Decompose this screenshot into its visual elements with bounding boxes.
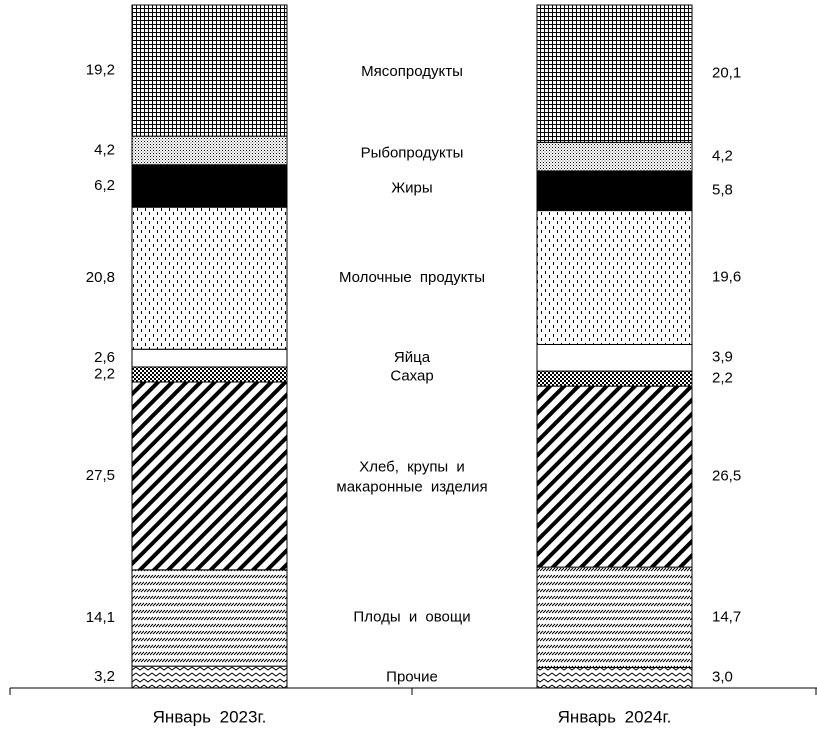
bar-segment [536,4,693,143]
value-label: 19,6 [712,268,741,285]
value-label: 14,1 [86,609,115,626]
series-label: Мясопродукты [361,63,463,80]
series-label: Прочие [386,668,438,685]
value-label: 3,0 [712,669,733,686]
bar-segment [131,366,288,383]
series-label: Рыбопродукты [361,145,464,162]
bar-segment [536,566,693,669]
value-label: 2,2 [712,370,733,387]
value-label: 4,2 [712,148,733,165]
bar-segment [536,210,693,345]
value-label: 4,2 [94,141,115,158]
bar-segment [536,141,693,172]
series-label: Сахар [390,368,433,385]
bar-segment [536,385,693,568]
value-label: 20,8 [86,269,115,286]
value-label: 2,2 [94,365,115,382]
bar-segment [131,381,288,571]
series-label: Плоды и овощи [353,609,470,626]
value-label: 6,2 [94,177,115,194]
value-label: 26,5 [712,468,741,485]
series-label: Жиры [391,179,432,196]
x-tick-label: Январь 2023г. [153,707,267,726]
bar-segment [131,4,288,137]
bar-segment [536,343,693,372]
bar-segment [536,370,693,387]
value-label: 3,2 [94,668,115,685]
series-label: Яйца [394,349,431,366]
series-label: Молочные продукты [339,269,485,286]
bar-segment [131,665,288,689]
bar-segment [536,667,693,689]
bar-segment [131,164,288,208]
bar-segment [131,348,288,368]
value-label: 20,1 [712,65,741,82]
bar-segment [131,206,288,350]
value-label: 14,7 [712,608,741,625]
bar-segment [536,170,693,212]
x-tick-label: Январь 2024г. [558,707,672,726]
bar-segment [131,569,288,667]
value-label: 3,9 [712,349,733,366]
value-label: 5,8 [712,182,733,199]
series-label: Хлеб, крупы и макаронные изделия [336,458,487,495]
value-label: 19,2 [86,62,115,79]
value-label: 2,6 [94,349,115,366]
value-label: 27,5 [86,467,115,484]
bar-segment [131,135,288,166]
